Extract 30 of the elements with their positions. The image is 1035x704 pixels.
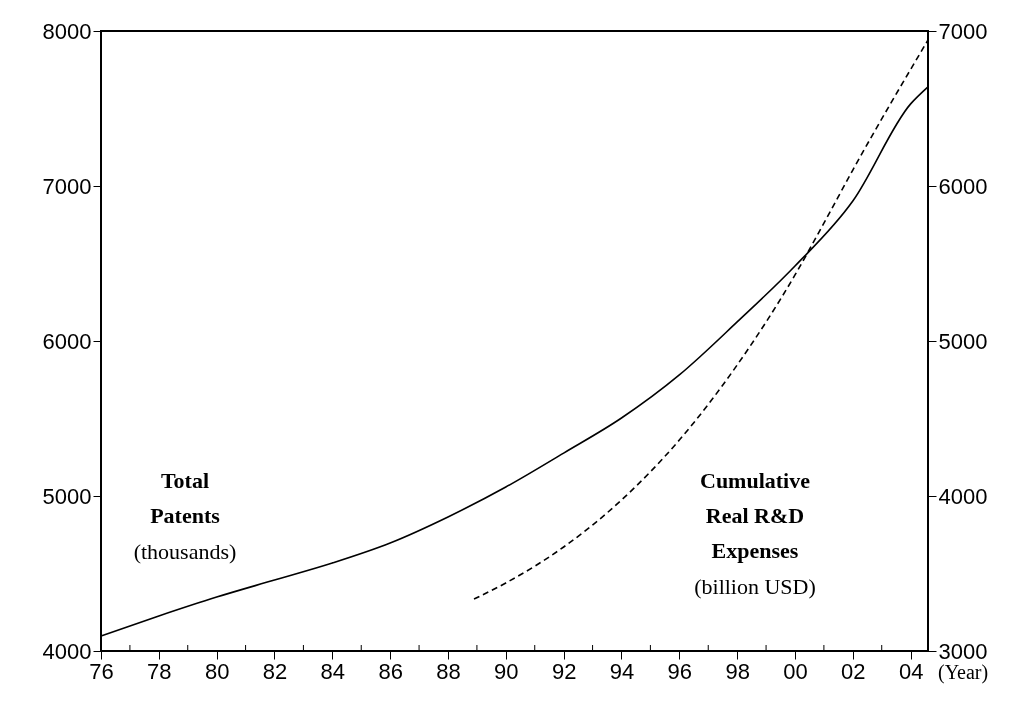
y2-tick-label: 3000	[938, 638, 988, 664]
y2-tick-label: 5000	[938, 328, 988, 354]
y-tick-label: 6000	[42, 328, 92, 354]
x-tick-label: 80	[204, 658, 230, 684]
x-tick-label: 78	[147, 658, 172, 684]
text: Total Patents	[150, 468, 221, 528]
y-tick-label: 4000	[42, 638, 92, 664]
x-tick-label: 00	[783, 658, 808, 684]
x-tick-label: 76	[89, 658, 114, 684]
x-tick-label: 98	[725, 658, 750, 684]
y2-tick-label: 7000	[938, 18, 988, 44]
annotation: (billion USD)	[694, 574, 816, 599]
x-tick-label: 86	[378, 658, 403, 684]
y-tick-label: 5000	[42, 483, 92, 509]
x-tick-label: 88	[436, 658, 461, 684]
y-tick-label: 8000	[42, 18, 92, 44]
x-tick-label: 94	[609, 658, 635, 684]
x-axis-title: (Year)	[938, 661, 989, 684]
x-tick-label: 04	[898, 658, 924, 684]
series-label: Cumulative Real R&D Expenses	[700, 468, 811, 563]
y-tick-label: 7000	[42, 173, 92, 199]
x-tick-label: 02	[841, 658, 866, 684]
x-tick-label: 84	[320, 658, 346, 684]
y2-tick-label: 6000	[938, 173, 988, 199]
y2-tick-label: 4000	[938, 483, 988, 509]
x-tick-label: 92	[551, 658, 577, 684]
x-tick-label: 96	[667, 658, 693, 684]
annotation: (thousands)	[133, 539, 237, 564]
x-tick-label: 90	[494, 658, 519, 684]
x-tick-label: 82	[262, 658, 288, 684]
